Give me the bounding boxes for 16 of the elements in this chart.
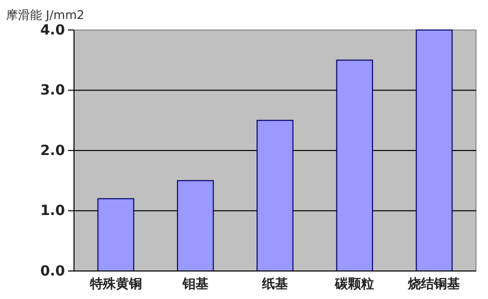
y-tick-label: 0.0 [40, 263, 66, 280]
bar [416, 30, 453, 272]
y-axis-title: 摩滑能 J/mm2 [6, 8, 84, 22]
y-tick-label: 1.0 [40, 203, 66, 220]
y-tick-label: 4.0 [40, 22, 66, 38]
y-tick-label: 2.0 [40, 142, 66, 159]
x-tick-label: 特殊黄铜 [88, 277, 142, 292]
x-tick-label: 烧结铜基 [407, 277, 460, 292]
bar [97, 198, 134, 272]
y-tick-label: 3.0 [40, 82, 66, 99]
bar [336, 60, 374, 272]
x-tick-label: 碳颗粒 [334, 277, 374, 292]
x-tick-label: 钼基 [181, 277, 208, 292]
bar [176, 180, 214, 272]
bar [256, 120, 294, 272]
x-tick-label: 纸基 [261, 277, 288, 292]
